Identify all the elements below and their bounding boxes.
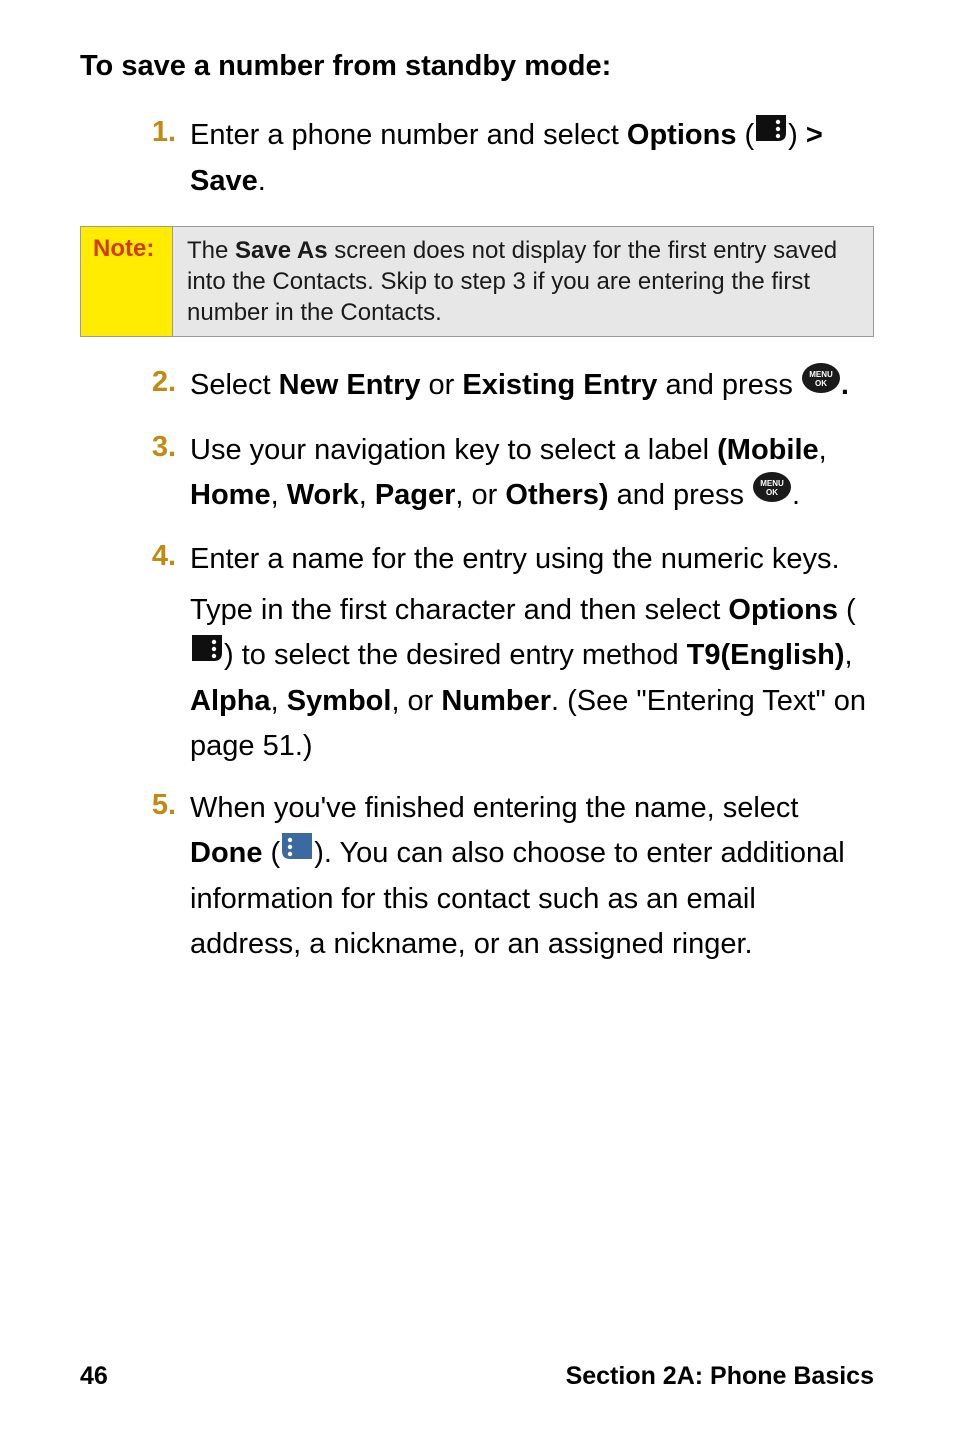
svg-text:OK: OK — [766, 488, 778, 497]
step-4-c1: , — [845, 639, 853, 671]
step-4-c2: , — [271, 685, 287, 717]
t9-label: T9(English) — [687, 639, 845, 671]
section-label: Section 2A: Phone Basics — [566, 1362, 874, 1391]
step-4: 4. Enter a name for the entry using the … — [130, 537, 874, 769]
step-2-body: Select New Entry or Existing Entry and p… — [190, 363, 874, 409]
step-5-number: 5. — [130, 786, 190, 825]
step-1-number: 1. — [130, 113, 190, 152]
step-4-l2post1: to select the desired entry method — [234, 639, 687, 671]
save-sep: > — [798, 119, 823, 151]
page-number: 46 — [80, 1362, 108, 1391]
step-2-period: . — [841, 369, 849, 401]
step-3-body: Use your navigation key to select a labe… — [190, 428, 874, 519]
right-softkey-icon — [754, 112, 788, 157]
section-heading: To save a number from standby mode: — [80, 50, 874, 83]
page-footer: 46 Section 2A: Phone Basics — [80, 1362, 874, 1391]
alpha-label: Alpha — [190, 685, 271, 717]
step-2: 2. Select New Entry or Existing Entry an… — [130, 363, 874, 409]
step-1-period: . — [258, 165, 266, 197]
step-2-number: 2. — [130, 363, 190, 402]
page: To save a number from standby mode: 1. E… — [0, 0, 954, 1431]
existing-entry-label: Existing Entry — [462, 369, 657, 401]
label-pager: Pager — [375, 479, 456, 511]
label-home: Home — [190, 479, 271, 511]
step-4-body: Enter a name for the entry using the num… — [190, 537, 874, 769]
step-1: 1. Enter a phone number and select Optio… — [130, 113, 874, 204]
options-label: Options — [728, 594, 838, 626]
note-label: Note: — [81, 227, 173, 337]
step-5: 5. When you've finished entering the nam… — [130, 786, 874, 967]
step-1-body: Enter a phone number and select Options … — [190, 113, 874, 204]
step-3-c1: , — [819, 434, 827, 466]
step-4-c3: , or — [391, 685, 441, 717]
new-entry-label: New Entry — [279, 369, 421, 401]
menu-ok-icon: MENU OK — [752, 471, 792, 517]
step-1-text-pre: Enter a phone number and select — [190, 119, 627, 151]
number-label: Number — [441, 685, 551, 717]
done-label: Done — [190, 837, 263, 869]
step-5-pre: When you've finished entering the name, … — [190, 792, 798, 824]
note-saveas: Save As — [235, 237, 328, 264]
step-4-l2pre: Type in the first character and then sel… — [190, 594, 728, 626]
step-3-c3: , — [359, 479, 375, 511]
options-label: Options — [627, 119, 737, 151]
svg-text:MENU: MENU — [809, 370, 833, 379]
step-3-c4: , or — [455, 479, 505, 511]
note-box: Note: The Save As screen does not displa… — [80, 226, 874, 338]
save-label: Save — [190, 165, 258, 197]
step-4-number: 4. — [130, 537, 190, 576]
note-pre: The — [187, 237, 235, 264]
step-3-c2: , — [271, 479, 287, 511]
symbol-label: Symbol — [287, 685, 392, 717]
step-5-body: When you've finished entering the name, … — [190, 786, 874, 967]
step-3-post: and press — [609, 479, 752, 511]
label-mobile: (Mobile — [717, 434, 819, 466]
step-3-period: . — [792, 479, 800, 511]
left-softkey-icon — [280, 830, 314, 875]
step-2-or: or — [421, 369, 463, 401]
step-3-number: 3. — [130, 428, 190, 467]
svg-text:MENU: MENU — [760, 479, 784, 488]
svg-text:OK: OK — [815, 379, 827, 388]
step-2-post: and press — [657, 369, 800, 401]
label-others: Others) — [505, 479, 608, 511]
step-3: 3. Use your navigation key to select a l… — [130, 428, 874, 519]
note-text: The Save As screen does not display for … — [173, 227, 873, 337]
step-4-line1: Enter a name for the entry using the num… — [190, 537, 874, 582]
step-2-pre: Select — [190, 369, 279, 401]
step-3-pre: Use your navigation key to select a labe… — [190, 434, 717, 466]
menu-ok-icon: MENU OK — [801, 362, 841, 408]
right-softkey-icon — [190, 632, 224, 677]
label-work: Work — [287, 479, 359, 511]
